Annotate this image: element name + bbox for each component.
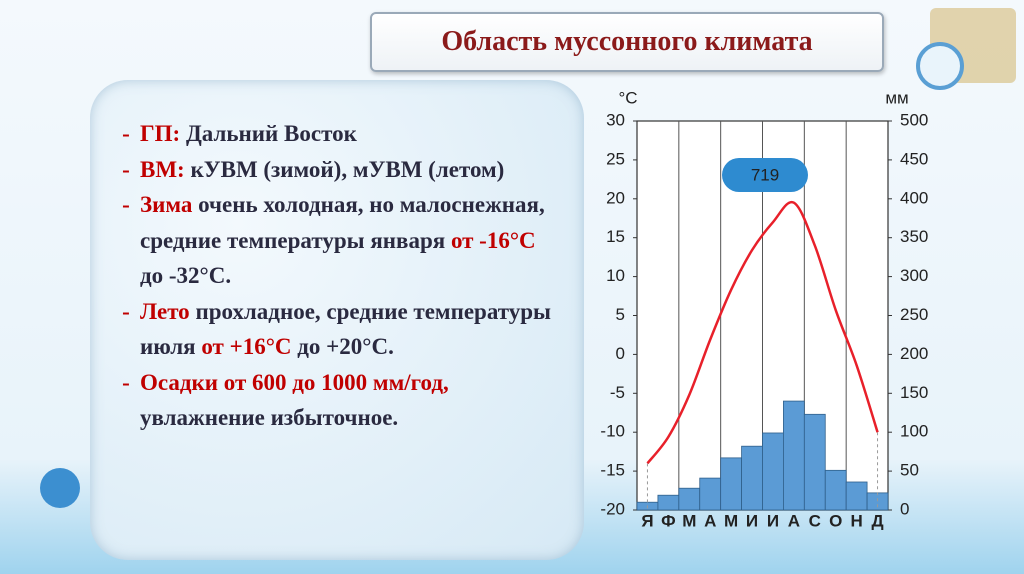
y-tick-label: 0 (616, 344, 625, 363)
y2-tick-label: 200 (900, 344, 928, 363)
y-tick-label: 5 (616, 305, 625, 324)
x-tick-label: М (682, 511, 696, 530)
x-tick-label: И (767, 511, 779, 530)
annotation-pill (722, 158, 808, 192)
bullet-marker: - (122, 369, 130, 395)
bullet-marker: - (122, 192, 130, 217)
x-tick-label: А (704, 511, 716, 530)
y2-tick-label: 450 (900, 149, 928, 168)
text-run: увлажнение избыточное. (140, 405, 399, 430)
text-run: ГП: (140, 121, 181, 146)
annotation: 719 (751, 165, 779, 184)
globe-icon (40, 468, 80, 508)
precipitation-bar (678, 487, 701, 511)
text-run: до +20°С. (291, 334, 394, 359)
precipitation-bar (824, 469, 847, 511)
temperature-line (646, 200, 879, 465)
x-tick-label: Я (641, 511, 653, 530)
bullet-text: ГП: Дальний Восток (140, 116, 357, 152)
bullet: - ВМ: кУВМ (зимой), мУВМ (летом) (112, 152, 552, 188)
precipitation-bar (845, 481, 868, 511)
text-run: кУВМ (зимой), мУВМ (летом) (184, 156, 505, 182)
y-tick-label: 20 (606, 188, 625, 207)
bullet-text: Зима очень холодная, но малоснежная, сре… (140, 187, 552, 294)
bullet-marker: - (122, 298, 130, 324)
y2-tick-label: 50 (900, 461, 919, 480)
text-panel (90, 80, 584, 560)
y2-tick-label: 250 (900, 305, 928, 324)
precipitation-bar (803, 413, 826, 511)
x-tick-label: И (746, 511, 758, 530)
bullet-text: ВМ: кУВМ (зимой), мУВМ (летом) (140, 152, 504, 188)
text-run: до -32°С. (140, 263, 232, 288)
precipitation-bar (741, 445, 763, 511)
y2-tick-label: 350 (900, 227, 928, 246)
precipitation-bar (762, 432, 784, 511)
y-tick-label: -20 (600, 499, 625, 518)
x-tick-label: Н (850, 511, 862, 530)
bullet-text: Лето прохладное, средние температуры июл… (140, 294, 552, 365)
y2-axis-label: мм (885, 88, 908, 107)
bullet-marker: - (122, 121, 130, 146)
bullet-marker: - (122, 156, 130, 182)
precipitation-bar (720, 457, 742, 511)
bullet-text: Осадки от 600 до 1000 мм/год, увлажнение… (140, 365, 552, 436)
y-tick-label: 10 (606, 266, 625, 285)
text-run: прохладное, средние температуры июля (140, 298, 551, 360)
y-tick-label: -15 (600, 461, 625, 480)
precipitation-bar (866, 492, 889, 511)
bullet-list: - ГП: Дальний Восток - ВМ: кУВМ (зимой), мУ… (112, 116, 552, 436)
precipitation-bar (657, 494, 680, 511)
y2-tick-label: 300 (900, 266, 928, 285)
bullet: - Лето прохладное, средние температуры ию… (112, 294, 552, 365)
text-run: Зима (140, 192, 193, 217)
y-tick-label: 15 (606, 227, 625, 246)
text-run: ВМ: (140, 156, 185, 182)
x-tick-label: М (724, 511, 738, 530)
y2-tick-label: 0 (900, 499, 909, 518)
y2-tick-label: 150 (900, 383, 928, 402)
compass-icon (916, 42, 964, 90)
bullet: - ГП: Дальний Восток (112, 116, 552, 152)
y2-tick-label: 400 (900, 188, 928, 207)
y-tick-label: 30 (606, 110, 625, 129)
text-run: Лето (140, 298, 190, 324)
y-tick-label: 25 (606, 149, 625, 168)
x-tick-label: О (829, 511, 842, 530)
text-run: Осадки от 600 до 1000 мм/год, (140, 369, 449, 395)
y-tick-label: -10 (600, 422, 625, 441)
bullet: - Зима очень холодная, но малоснежная, ср… (112, 187, 552, 294)
title: Область муссонного климата (370, 12, 884, 72)
text-run: Дальний Восток (180, 121, 357, 146)
y2-tick-label: 100 (900, 422, 928, 441)
y-axis-label: °C (618, 88, 637, 107)
text-run: очень холодная, но малоснежная, средние … (140, 192, 545, 253)
x-tick-label: Ф (661, 511, 676, 530)
text-run: от +16°С (201, 334, 292, 359)
y2-tick-label: 500 (900, 110, 928, 129)
precipitation-bar (783, 400, 805, 511)
text-run: от -16°С (450, 227, 536, 253)
x-tick-label: С (809, 511, 821, 530)
x-tick-label: А (788, 511, 800, 530)
x-tick-label: Д (871, 511, 883, 530)
y-tick-label: -5 (610, 383, 625, 402)
precipitation-bar (699, 477, 722, 511)
bullet: - Осадки от 600 до 1000 мм/год, увлажнени… (112, 365, 552, 436)
